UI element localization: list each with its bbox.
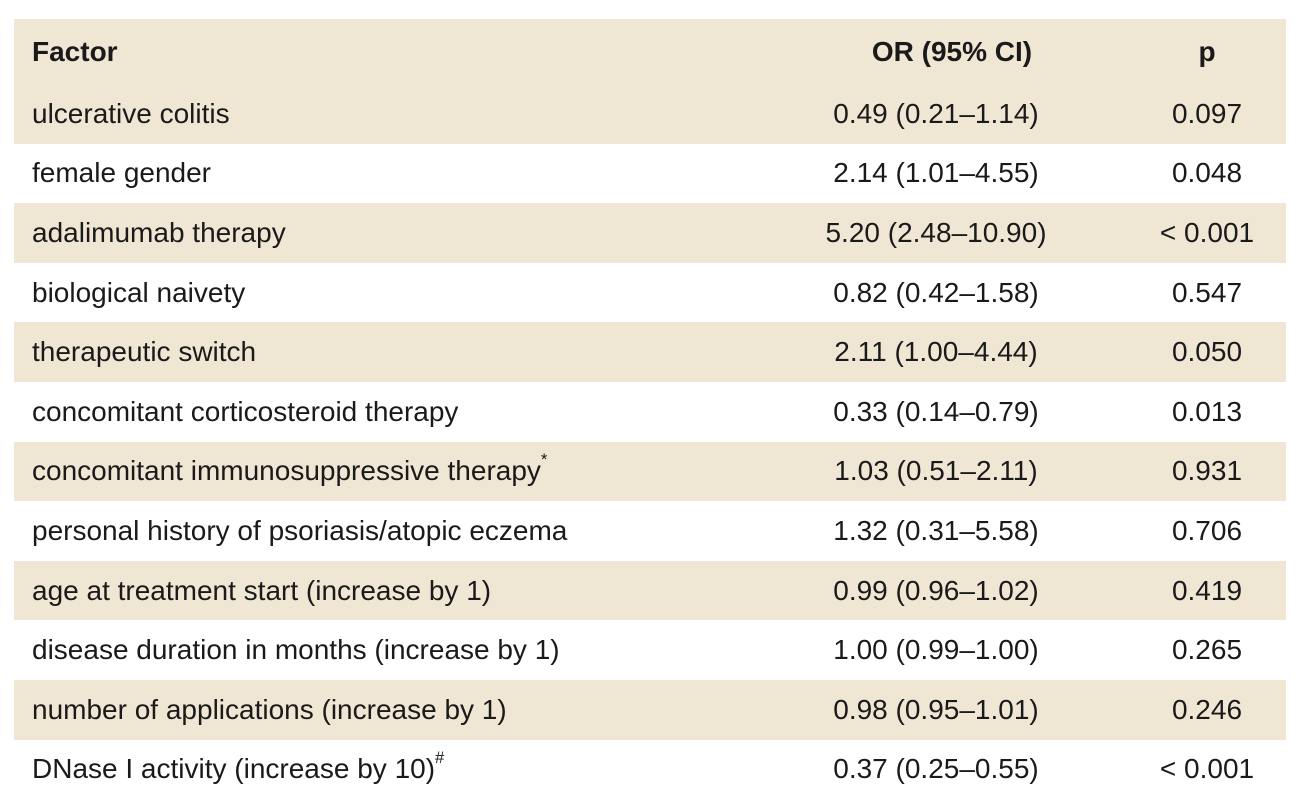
p-value-cell: 0.706 [1171,514,1243,546]
or-ci-cell: 0.33 (0.14–0.79) [833,395,1039,427]
header-or-ci: OR (95% CI) [871,35,1033,67]
or-ci-cell: 0.82 (0.42–1.58) [833,276,1039,308]
p-value-cell: 0.246 [1171,693,1243,725]
factor-cell: biological naivety [32,276,246,308]
table-row: disease duration in months (increase by … [14,620,1286,680]
table-row: concomitant immunosuppressive therapy* 1… [14,441,1286,502]
table-row: concomitant corticosteroid therapy 0.33 … [14,382,1286,442]
factor-cell: concomitant immunosuppressive therapy* [32,450,548,487]
table-row: biological naivety 0.82 (0.42–1.58) 0.54… [14,263,1286,323]
table-row: female gender 2.14 (1.01–4.55) 0.048 [14,144,1286,204]
table-row: personal history of psoriasis/atopic ecz… [14,501,1286,561]
p-value-cell: 0.547 [1171,276,1243,308]
or-ci-cell: 1.00 (0.99–1.00) [833,634,1039,666]
factor-cell: ulcerative colitis [32,97,230,129]
footnote-marker: * [540,450,548,470]
table-row: number of applications (increase by 1) 0… [14,679,1286,740]
or-ci-cell: 0.98 (0.95–1.01) [833,693,1039,725]
p-value-cell: 0.931 [1171,455,1243,487]
factor-cell: number of applications (increase by 1) [32,693,507,725]
table-row: therapeutic switch 2.11 (1.00–4.44) 0.05… [14,322,1286,382]
table-row: adalimumab therapy 5.20 (2.48–10.90) < 0… [14,203,1286,263]
p-value-cell: 0.419 [1171,574,1243,606]
or-ci-cell: 0.37 (0.25–0.55) [833,753,1039,785]
p-value-cell: 0.050 [1171,336,1243,368]
table-row: DNase I activity (increase by 10)# 0.37 … [14,740,1286,800]
table-header-row: Factor OR (95% CI) p [14,19,1286,84]
header-p-value: p [1198,35,1216,67]
p-value-cell: < 0.001 [1159,753,1255,785]
p-value-cell: 0.265 [1171,634,1243,666]
p-value-cell: 0.048 [1171,157,1243,189]
odds-ratio-table: Factor OR (95% CI) p ulcerative colitis … [14,19,1286,799]
factor-cell: personal history of psoriasis/atopic ecz… [32,514,568,546]
p-value-cell: 0.097 [1171,97,1243,129]
or-ci-cell: 5.20 (2.48–10.90) [825,216,1047,248]
or-ci-cell: 0.99 (0.96–1.02) [833,574,1039,606]
factor-cell: age at treatment start (increase by 1) [32,574,492,606]
table-row: age at treatment start (increase by 1) 0… [14,560,1286,621]
or-ci-cell: 0.49 (0.21–1.14) [833,97,1039,129]
footnote-marker: # [435,748,445,768]
factor-cell: concomitant corticosteroid therapy [32,395,459,427]
p-value-cell: < 0.001 [1159,216,1255,248]
or-ci-cell: 2.14 (1.01–4.55) [833,157,1039,189]
p-value-cell: 0.013 [1171,395,1243,427]
or-ci-cell: 2.11 (1.00–4.44) [834,336,1038,368]
header-factor: Factor [32,35,118,67]
factor-cell: therapeutic switch [32,336,257,368]
table-row: ulcerative colitis 0.49 (0.21–1.14) 0.09… [14,84,1286,144]
factor-cell: adalimumab therapy [32,216,286,248]
factor-cell: disease duration in months (increase by … [32,634,560,666]
factor-cell: female gender [32,157,212,189]
or-ci-cell: 1.03 (0.51–2.11) [834,455,1038,487]
factor-cell: DNase I activity (increase by 10)# [32,748,445,785]
or-ci-cell: 1.32 (0.31–5.58) [833,514,1039,546]
